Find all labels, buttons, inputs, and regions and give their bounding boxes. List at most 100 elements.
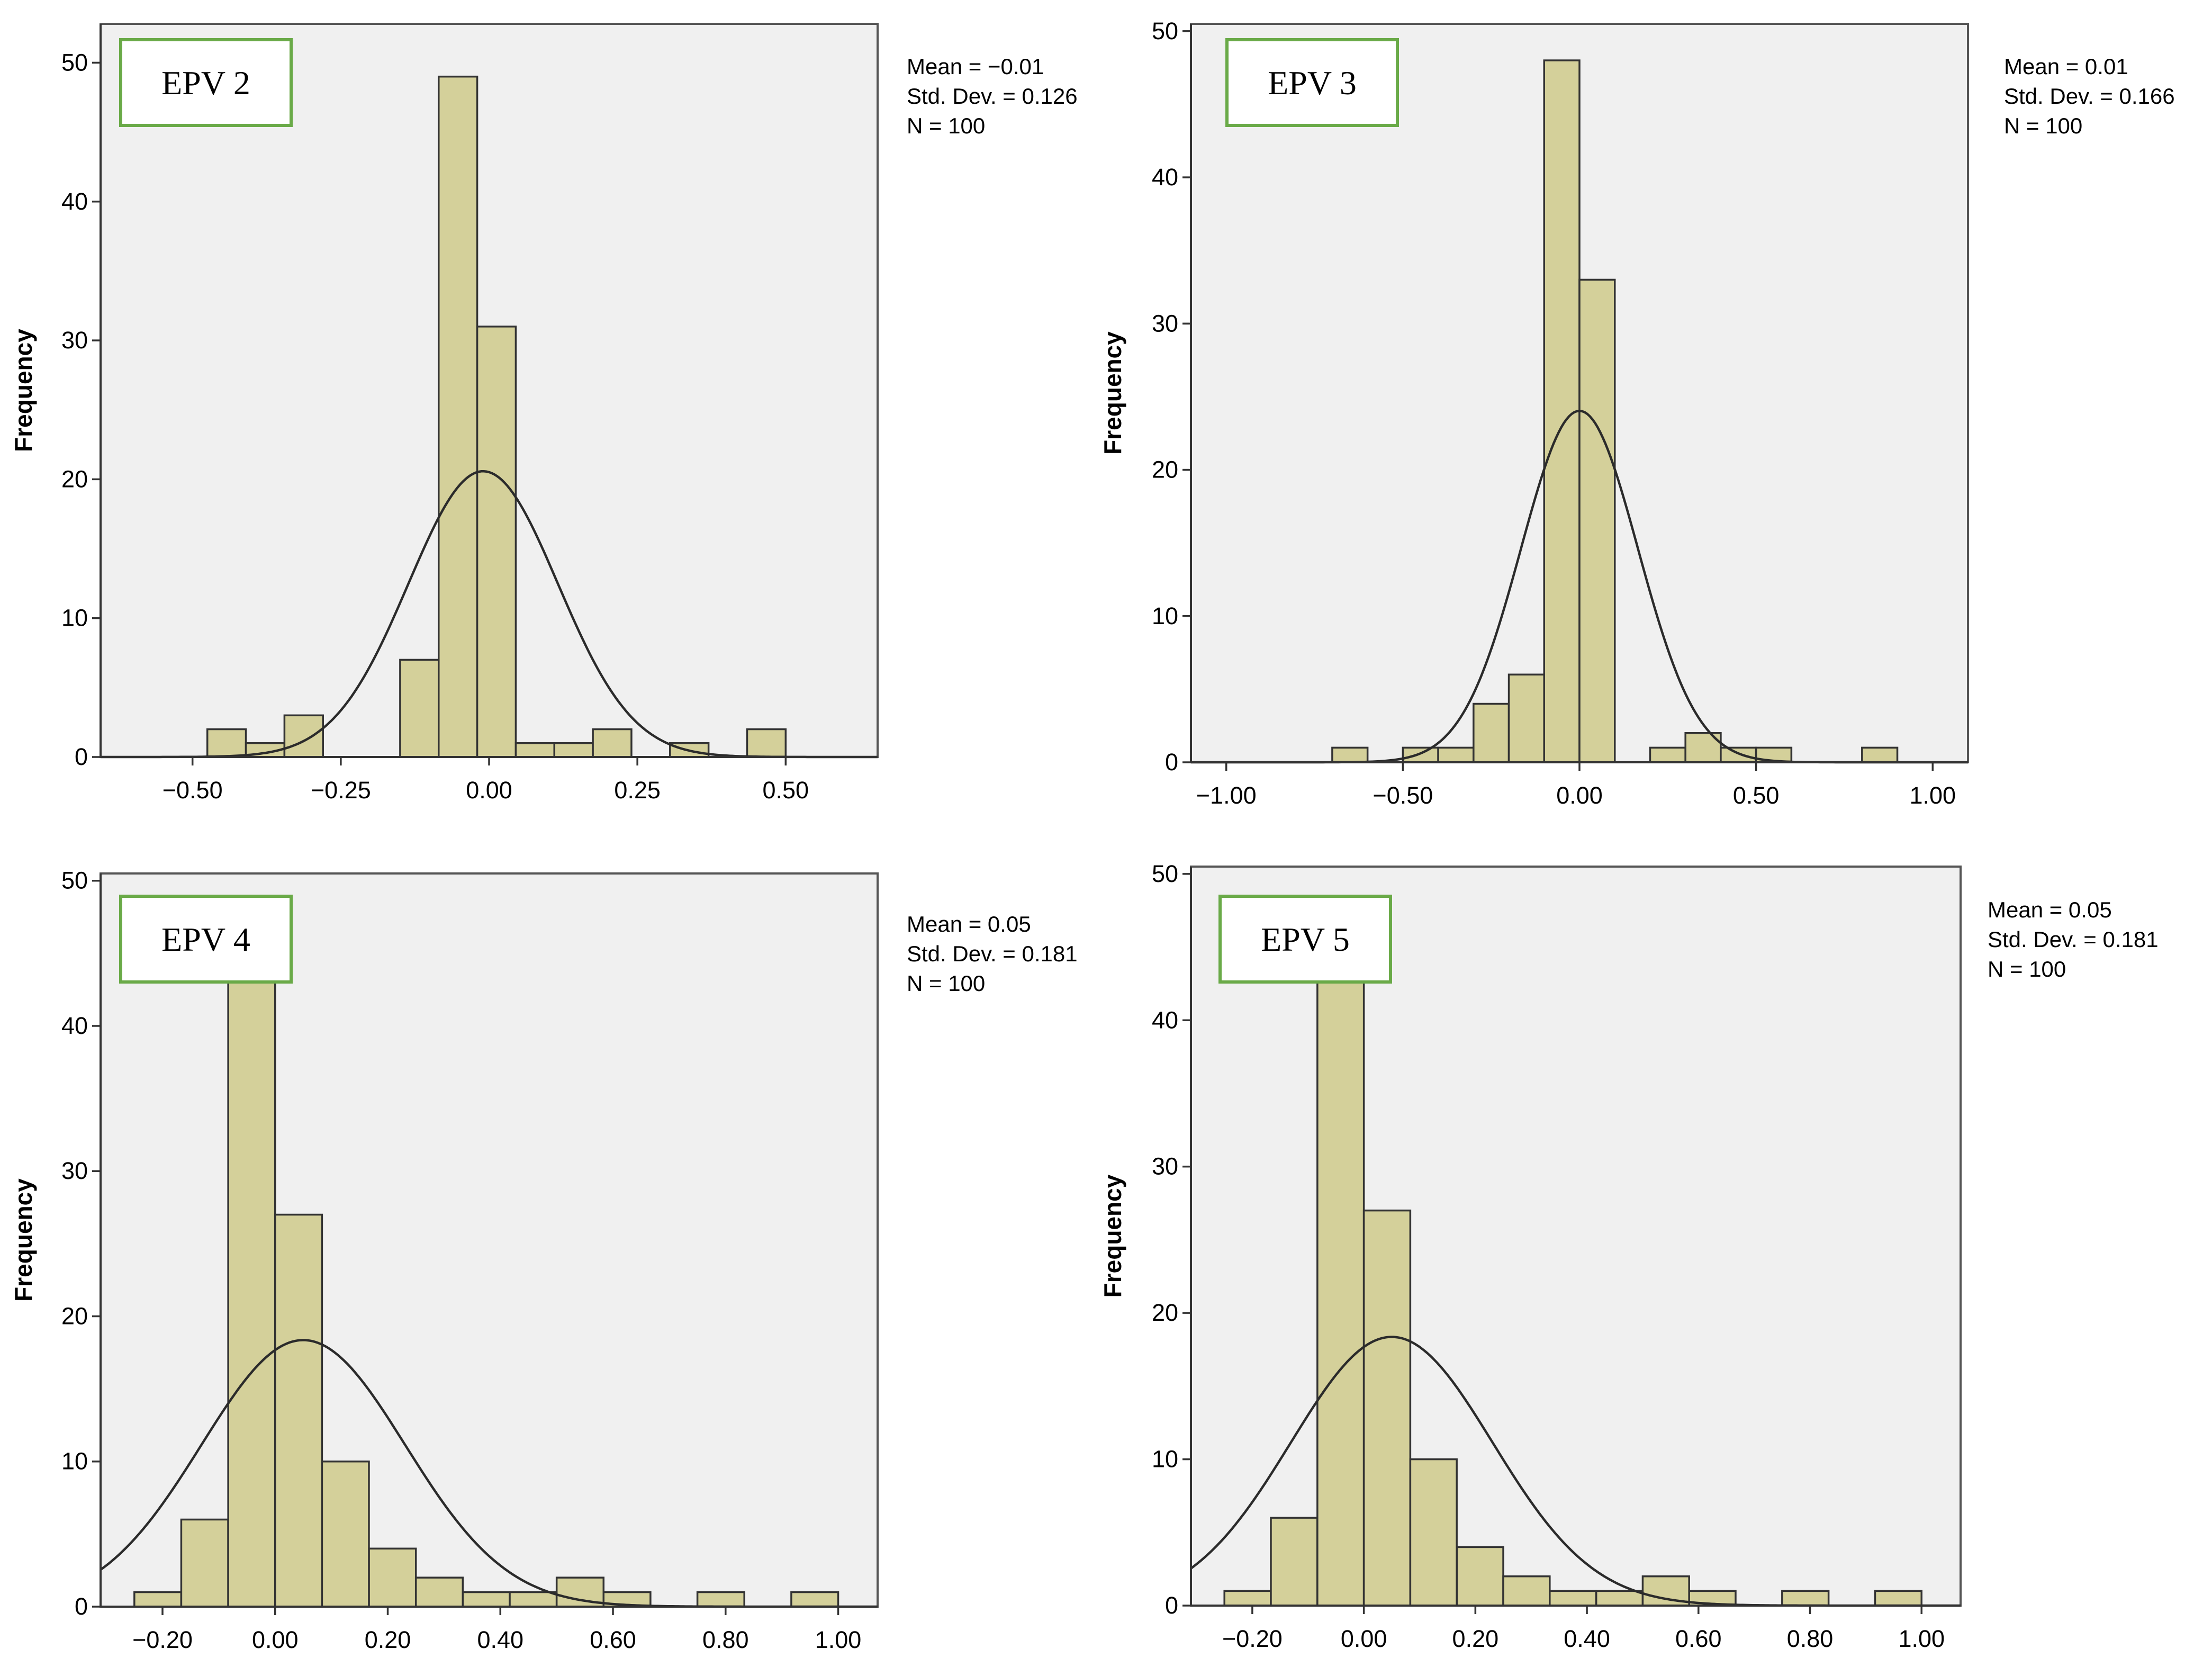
y-tick-label: 50 <box>61 49 88 76</box>
y-tick-label: 40 <box>1152 164 1178 191</box>
y-axis-title: Frequency <box>1099 1174 1126 1297</box>
y-tick-label: 30 <box>1152 1153 1178 1180</box>
panel-title-box <box>119 38 293 127</box>
histogram-bar <box>696 1591 745 1608</box>
panel-title-box <box>119 895 293 984</box>
histogram-bar <box>1595 1590 1644 1607</box>
histogram-bar <box>1402 746 1439 763</box>
histogram-bar <box>1270 1517 1319 1607</box>
histogram-bar <box>1861 746 1899 763</box>
x-tick-label: 1.00 <box>1909 782 1956 809</box>
y-tick-label: 20 <box>61 465 88 492</box>
x-tick-label: 0.40 <box>1564 1625 1610 1652</box>
stat-line: N = 100 <box>907 113 985 138</box>
histogram-bar <box>1578 278 1616 763</box>
x-tick-label: 0.00 <box>1341 1625 1387 1652</box>
panel-title: EPV 5 <box>1261 921 1350 958</box>
y-tick-label: 40 <box>61 1012 88 1039</box>
y-tick-label: 0 <box>1165 749 1178 776</box>
stat-line: Std. Dev. = 0.126 <box>907 84 1078 109</box>
y-tick-label: 50 <box>61 867 88 894</box>
y-tick-label: 50 <box>1152 860 1178 887</box>
histogram-bar <box>283 714 324 758</box>
x-tick-label: 1.00 <box>815 1626 862 1653</box>
y-tick-label: 0 <box>1165 1592 1178 1619</box>
y-tick-label: 20 <box>1152 456 1178 483</box>
histogram-bar <box>555 1576 605 1608</box>
y-tick-label: 0 <box>75 1593 88 1620</box>
histogram-bar <box>274 1213 323 1608</box>
x-tick-label: 0.00 <box>466 777 512 804</box>
x-tick-label: 0.00 <box>252 1626 299 1653</box>
histogram-bar <box>1223 1590 1272 1607</box>
x-tick-label: −1.00 <box>1196 782 1257 809</box>
histogram-bar <box>746 728 787 758</box>
stat-line: Std. Dev. = 0.181 <box>907 941 1078 966</box>
histogram-bar <box>1331 746 1369 763</box>
histogram-bar <box>1362 1209 1412 1607</box>
stat-line: Mean = 0.01 <box>2004 54 2128 79</box>
y-axis-title: Frequency <box>10 329 37 452</box>
stat-line: N = 100 <box>2004 113 2082 138</box>
x-tick-label: 1.00 <box>1898 1625 1945 1652</box>
histogram-bar <box>1437 746 1475 763</box>
x-tick-label: 0.60 <box>590 1626 636 1653</box>
y-tick-label: 10 <box>61 1448 88 1475</box>
histogram-panel-epv-5: 0 10 20 30 40 50 −0.20 0.00 0.20 0.40 0.60 0.80 1.00… <box>1099 860 2159 1652</box>
stat-line: Mean = 0.05 <box>1988 897 2112 922</box>
histogram-bar <box>476 326 517 758</box>
x-tick-label: 0.25 <box>614 777 661 804</box>
panel-title-box <box>1218 895 1392 984</box>
x-tick-label: 0.80 <box>702 1626 749 1653</box>
x-tick-label: 0.40 <box>477 1626 523 1653</box>
x-tick-label: −0.50 <box>162 777 223 804</box>
x-tick-label: 0.20 <box>365 1626 411 1653</box>
histogram-bar <box>462 1591 511 1608</box>
y-tick-label: 20 <box>1152 1299 1178 1326</box>
y-tick-label: 30 <box>1152 310 1178 337</box>
histogram-bar <box>1502 1575 1551 1607</box>
histogram-bar <box>1409 1458 1458 1607</box>
histogram-bar <box>437 75 478 758</box>
y-tick-label: 10 <box>1152 602 1178 629</box>
x-tick-label: 0.50 <box>763 777 809 804</box>
histogram-bar <box>206 728 247 758</box>
stat-line: N = 100 <box>1988 957 2066 981</box>
stat-line: Mean = −0.01 <box>907 54 1044 79</box>
x-tick-label: −0.50 <box>1373 782 1433 809</box>
histogram-bar <box>1874 1590 1922 1607</box>
histogram-bar <box>1507 673 1546 763</box>
panel-title-box <box>1225 38 1399 127</box>
stat-line: Mean = 0.05 <box>907 912 1031 936</box>
histogram-panel-epv-3: 0 10 20 30 40 50 −1.00 −0.50 0.00 0.50 1.00 Frequen… <box>1099 17 2175 809</box>
histogram-bar <box>790 1591 839 1608</box>
histogram-bar <box>1720 746 1757 763</box>
y-tick-label: 30 <box>61 327 88 354</box>
histogram-bar <box>227 981 276 1608</box>
histogram-bar <box>180 1518 229 1608</box>
x-tick-label: 0.20 <box>1452 1625 1499 1652</box>
x-tick-label: 0.60 <box>1675 1625 1722 1652</box>
x-tick-label: 0.00 <box>1556 782 1603 809</box>
histogram-bar <box>1316 975 1365 1607</box>
y-axis-title: Frequency <box>10 1178 37 1302</box>
y-tick-label: 40 <box>1152 1006 1178 1033</box>
x-tick-label: 0.80 <box>1787 1625 1834 1652</box>
stat-line: N = 100 <box>907 971 985 996</box>
histogram-bar <box>1649 746 1686 763</box>
y-tick-label: 20 <box>61 1302 88 1329</box>
y-tick-label: 40 <box>61 188 88 215</box>
y-tick-label: 30 <box>61 1157 88 1184</box>
x-tick-label: −0.20 <box>1222 1625 1283 1652</box>
histogram-bar <box>1473 702 1510 763</box>
x-tick-label: −0.25 <box>311 777 371 804</box>
x-tick-label: −0.20 <box>132 1626 193 1653</box>
histogram-bar <box>553 742 594 758</box>
histogram-bar <box>1456 1546 1504 1607</box>
histogram-bar <box>509 1591 558 1608</box>
histogram-bar <box>1549 1590 1597 1607</box>
y-tick-label: 10 <box>61 605 88 632</box>
stat-line: Std. Dev. = 0.181 <box>1988 927 2159 952</box>
panel-title: EPV 3 <box>1268 64 1357 102</box>
